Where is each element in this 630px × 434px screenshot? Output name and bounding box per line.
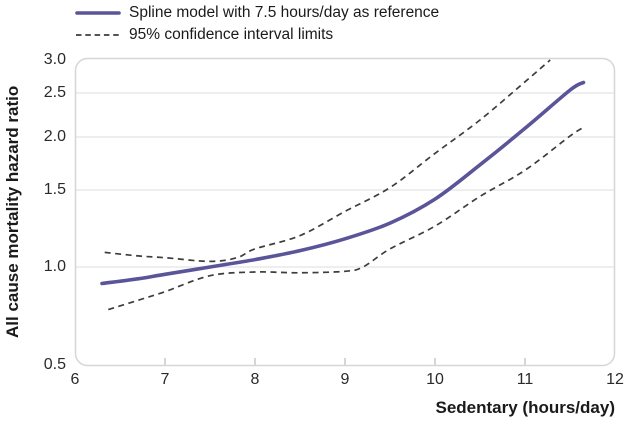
y-tick-label: 1.0 — [43, 258, 66, 275]
x-tick-label: 8 — [250, 371, 260, 388]
x-axis-title: Sedentary (hours/day) — [435, 398, 616, 417]
solid-line-swatch — [75, 9, 121, 17]
y-tick-label: 2.5 — [43, 84, 66, 101]
y-tick-label: 2.0 — [43, 128, 66, 145]
x-tick-label: 7 — [160, 371, 170, 388]
x-tick-label: 11 — [516, 371, 534, 388]
x-tick-label: 12 — [606, 371, 624, 388]
dashed-line-swatch — [75, 31, 121, 39]
x-tick-label: 6 — [70, 371, 80, 388]
ci-upper-curve — [104, 59, 551, 263]
y-tick-label: 1.5 — [43, 181, 66, 198]
y-tick-label: 3.0 — [43, 51, 66, 68]
legend-item-spline: Spline model with 7.5 hours/day as refer… — [75, 2, 439, 24]
legend: Spline model with 7.5 hours/day as refer… — [75, 2, 439, 46]
legend-label-spline: Spline model with 7.5 hours/day as refer… — [129, 4, 440, 21]
y-tick-label: 0.5 — [43, 356, 66, 373]
spline-curve — [100, 80, 586, 286]
legend-label-ci: 95% confidence interval limits — [129, 26, 334, 43]
y-axis-title: All cause mortality hazard ratio — [3, 85, 22, 339]
plot-border — [74, 57, 616, 367]
x-tick-label: 9 — [340, 371, 350, 388]
legend-item-ci: 95% confidence interval limits — [75, 24, 439, 46]
ci-lower-curve — [108, 126, 584, 311]
x-tick-label: 10 — [426, 371, 444, 388]
